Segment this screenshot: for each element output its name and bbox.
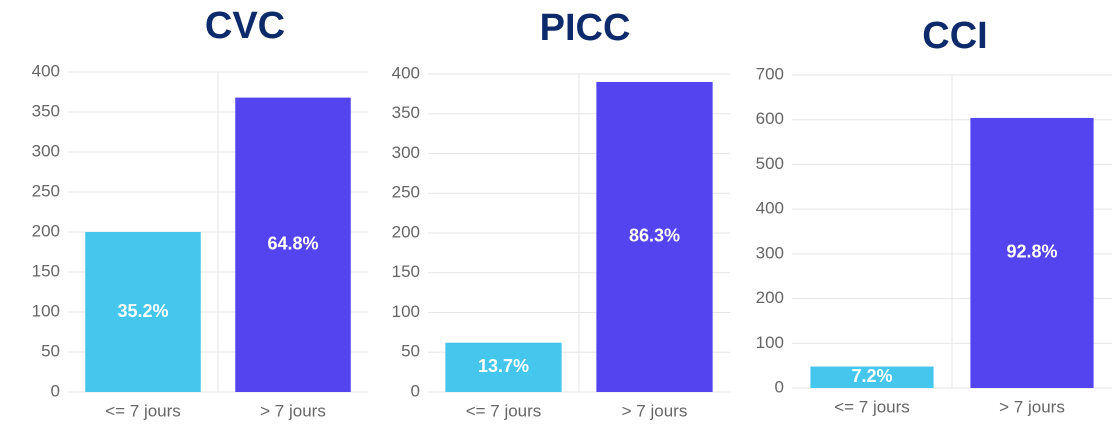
bar: [970, 117, 1094, 388]
y-tick-label: 50: [41, 341, 60, 360]
bar: [85, 232, 201, 392]
y-tick-label: 350: [392, 103, 420, 122]
bar-percent-label: 86.3%: [629, 226, 680, 246]
bar-percent-label: 92.8%: [1006, 242, 1057, 262]
x-tick-label: <= 7 jours: [466, 401, 542, 420]
y-tick-label: 300: [392, 143, 420, 162]
y-tick-label: 100: [756, 333, 784, 352]
bar-percent-label: 7.2%: [851, 366, 892, 386]
x-tick-label: > 7 jours: [260, 401, 326, 420]
y-tick-label: 100: [392, 302, 420, 321]
x-tick-label: <= 7 jours: [105, 401, 181, 420]
chart-title: CCI: [922, 15, 987, 57]
y-tick-label: 0: [775, 377, 784, 396]
y-tick-label: 200: [392, 222, 420, 241]
y-tick-label: 250: [32, 181, 60, 200]
y-tick-label: 150: [392, 262, 420, 281]
x-tick-label: <= 7 jours: [834, 397, 910, 416]
y-tick-label: 700: [756, 64, 784, 83]
bar: [810, 366, 934, 388]
y-tick-label: 400: [392, 63, 420, 82]
bar-percent-label: 13.7%: [478, 356, 529, 376]
y-tick-label: 400: [756, 199, 784, 218]
y-tick-label: 50: [401, 342, 420, 361]
bar: [596, 81, 713, 392]
bar: [235, 97, 351, 392]
y-tick-label: 0: [51, 381, 60, 400]
bar: [445, 342, 562, 392]
y-tick-label: 350: [32, 101, 60, 120]
y-tick-label: 600: [756, 109, 784, 128]
y-tick-label: 400: [32, 61, 60, 80]
chart-title: PICC: [540, 7, 631, 49]
y-tick-label: 0: [411, 381, 420, 400]
y-tick-label: 500: [756, 154, 784, 173]
y-tick-label: 100: [32, 301, 60, 320]
y-tick-label: 200: [756, 288, 784, 307]
bar-percent-label: 35.2%: [117, 301, 168, 321]
bar-percent-label: 64.8%: [267, 234, 318, 254]
y-tick-label: 150: [32, 261, 60, 280]
y-tick-label: 300: [32, 141, 60, 160]
y-tick-label: 300: [756, 243, 784, 262]
y-tick-label: 200: [32, 221, 60, 240]
x-tick-label: > 7 jours: [622, 401, 688, 420]
x-tick-label: > 7 jours: [999, 397, 1065, 416]
chart-title: CVC: [205, 5, 285, 47]
y-tick-label: 250: [392, 183, 420, 202]
